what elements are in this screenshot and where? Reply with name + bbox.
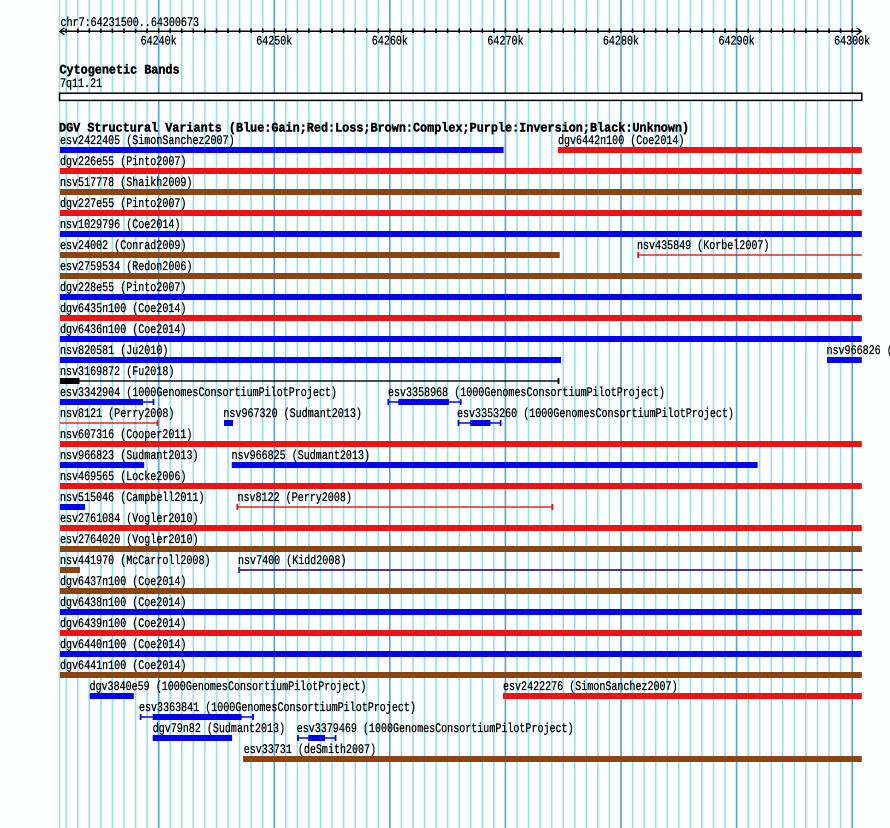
svg-text:Cytogenetic Bands: Cytogenetic Bands xyxy=(60,63,180,78)
svg-text:nsv8121 (Perry2008): nsv8121 (Perry2008) xyxy=(60,406,174,421)
svg-text:nsv441970 (McCarroll2008): nsv441970 (McCarroll2008) xyxy=(60,553,211,568)
svg-text:dgv6439n100 (Coe2014): dgv6439n100 (Coe2014) xyxy=(60,616,186,631)
svg-text:7q11.21: 7q11.21 xyxy=(60,76,102,91)
svg-text:esv3353260 (1000GenomesConsort: esv3353260 (1000GenomesConsortiumPilotPr… xyxy=(457,406,734,421)
svg-text:64250k: 64250k xyxy=(256,34,292,49)
svg-text:dgv6441n100 (Coe2014): dgv6441n100 (Coe2014) xyxy=(60,658,186,673)
svg-text:esv3363841 (1000GenomesConsort: esv3363841 (1000GenomesConsortiumPilotPr… xyxy=(139,700,416,715)
svg-text:esv2764020 (Vogler2010): esv2764020 (Vogler2010) xyxy=(60,532,199,547)
svg-text:nsv967320 (Sudmant2013): nsv967320 (Sudmant2013) xyxy=(223,406,362,421)
svg-text:dgv6440n100 (Coe2014): dgv6440n100 (Coe2014) xyxy=(60,637,186,652)
svg-text:64280k: 64280k xyxy=(603,34,639,49)
svg-text:nsv820581 (Ju2010): nsv820581 (Ju2010) xyxy=(60,343,168,358)
svg-text:dgv226e55 (Pinto2007): dgv226e55 (Pinto2007) xyxy=(60,154,186,169)
svg-text:dgv6437n100 (Coe2014): dgv6437n100 (Coe2014) xyxy=(60,574,186,589)
svg-text:nsv607316 (Cooper2011): nsv607316 (Cooper2011) xyxy=(60,427,192,442)
svg-text:dgv6438n100 (Coe2014): dgv6438n100 (Coe2014) xyxy=(60,595,186,610)
svg-text:dgv6435n100 (Coe2014): dgv6435n100 (Coe2014) xyxy=(60,301,186,316)
svg-text:dgv79n82 (Sudmant2013): dgv79n82 (Sudmant2013) xyxy=(153,721,285,736)
svg-text:64290k: 64290k xyxy=(719,34,755,49)
svg-text:esv24002 (Conrad2009): esv24002 (Conrad2009) xyxy=(60,238,186,253)
svg-text:DGV Structural Variants (Blue:: DGV Structural Variants (Blue:Gain;Red:L… xyxy=(59,121,689,136)
svg-text:dgv3840e59 (1000GenomesConsort: dgv3840e59 (1000GenomesConsortiumPilotPr… xyxy=(90,679,367,694)
svg-text:esv33731 (deSmith2007): esv33731 (deSmith2007) xyxy=(244,742,376,757)
svg-text:nsv517778 (Shaikh2009): nsv517778 (Shaikh2009) xyxy=(60,175,192,190)
svg-text:nsv966825 (Sudmant2013): nsv966825 (Sudmant2013) xyxy=(232,448,371,463)
svg-text:dgv6436n100 (Coe2014): dgv6436n100 (Coe2014) xyxy=(60,322,186,337)
svg-text:64270k: 64270k xyxy=(487,34,523,49)
svg-text:nsv966823 (Sudmant2013): nsv966823 (Sudmant2013) xyxy=(60,448,199,463)
svg-text:esv3342904 (1000GenomesConsort: esv3342904 (1000GenomesConsortiumPilotPr… xyxy=(60,385,337,400)
svg-text:nsv966826 (Coe2014): nsv966826 (Coe2014) xyxy=(827,343,890,358)
svg-text:esv3379469 (1000GenomesConsort: esv3379469 (1000GenomesConsortiumPilotPr… xyxy=(297,721,574,736)
svg-text:nsv1029796 (Coe2014): nsv1029796 (Coe2014) xyxy=(60,217,180,232)
svg-text:esv2761084 (Vogler2010): esv2761084 (Vogler2010) xyxy=(60,511,199,526)
svg-text:dgv228e55 (Pinto2007): dgv228e55 (Pinto2007) xyxy=(60,280,186,295)
svg-text:dgv6442n100 (Coe2014): dgv6442n100 (Coe2014) xyxy=(558,133,684,148)
svg-text:esv2422276 (SimonSanchez2007): esv2422276 (SimonSanchez2007) xyxy=(503,679,678,694)
svg-text:esv3358968 (1000GenomesConsort: esv3358968 (1000GenomesConsortiumPilotPr… xyxy=(388,385,665,400)
svg-text:chr7:64231500..64300673: chr7:64231500..64300673 xyxy=(61,15,200,30)
svg-text:nsv7400 (Kidd2008): nsv7400 (Kidd2008) xyxy=(238,553,346,568)
svg-text:nsv435849 (Korbel2007): nsv435849 (Korbel2007) xyxy=(637,238,769,253)
svg-text:nsv8122 (Perry2008): nsv8122 (Perry2008) xyxy=(238,490,352,505)
svg-text:nsv3169872 (Fu2018): nsv3169872 (Fu2018) xyxy=(60,364,174,379)
svg-text:64260k: 64260k xyxy=(372,34,408,49)
svg-text:nsv469565 (Locke2006): nsv469565 (Locke2006) xyxy=(60,469,186,484)
svg-text:esv2422405 (SimonSanchez2007): esv2422405 (SimonSanchez2007) xyxy=(60,133,235,148)
svg-text:nsv515046 (Campbell2011): nsv515046 (Campbell2011) xyxy=(60,490,205,505)
svg-text:esv2759534 (Redon2006): esv2759534 (Redon2006) xyxy=(60,259,192,274)
svg-text:64300k: 64300k xyxy=(834,34,870,49)
svg-text:64240k: 64240k xyxy=(141,34,177,49)
svg-text:dgv227e55 (Pinto2007): dgv227e55 (Pinto2007) xyxy=(60,196,186,211)
